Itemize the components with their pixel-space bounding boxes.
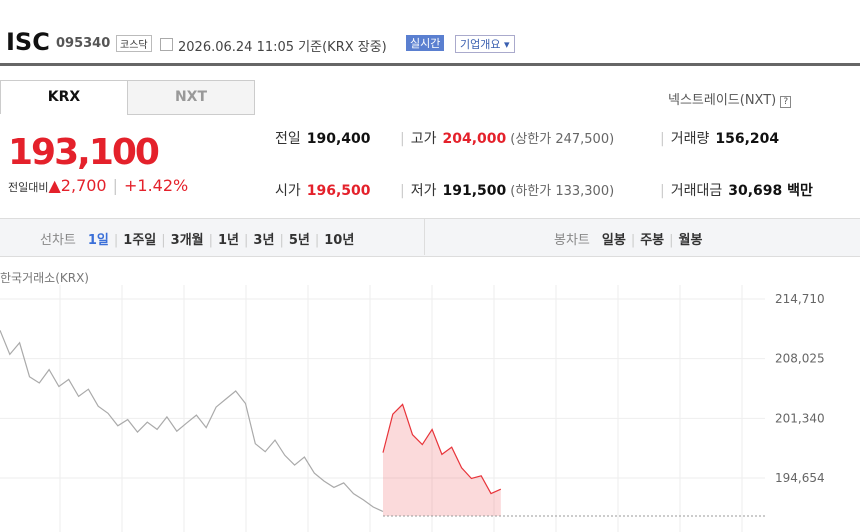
stat: 시가 196,500 — [275, 180, 371, 200]
sep: | — [400, 183, 405, 199]
sep: | — [161, 233, 166, 248]
divider — [0, 63, 860, 66]
bar-item[interactable]: 1주일 — [123, 233, 157, 248]
sep: | — [400, 131, 405, 147]
change-value: 2,700 — [60, 176, 107, 195]
stat-value: 30,698 백만 — [728, 183, 813, 199]
sep: | — [279, 233, 284, 248]
area — [383, 404, 501, 516]
stat: | 고가 204,000 (상한가 247,500) — [400, 128, 614, 148]
sep: | — [630, 233, 636, 248]
stock-name: ISC — [6, 28, 50, 56]
stat: | 거래대금 30,698 백만 — [660, 180, 813, 200]
current-price: 193,100 — [8, 132, 160, 173]
y-tick-label: 194,654 — [775, 471, 825, 485]
tab-krx[interactable]: KRX — [0, 80, 128, 114]
change-label: 전일대비 — [8, 181, 49, 194]
market: 코스닥 — [116, 35, 152, 52]
time: 2026.06.24 11:05 — [178, 40, 295, 55]
nxt-link[interactable]: 넥스트레이드(NXT) ? — [668, 89, 792, 108]
tab-nxt[interactable]: NXT — [127, 80, 255, 115]
bar-item[interactable]: 주봉 — [640, 233, 665, 248]
stat-label: 거래대금 — [670, 183, 723, 199]
sep: | — [244, 233, 249, 248]
stat-note: (상한가 247,500) — [510, 132, 615, 147]
stat: 전일 190,400 — [275, 128, 371, 148]
price-line — [0, 330, 384, 513]
bar-divider — [424, 219, 425, 255]
bar-label: 봉차트 — [554, 233, 590, 248]
realtime-button[interactable]: 실시간 — [406, 35, 445, 51]
overview-button[interactable]: 기업개요 ▾ — [455, 35, 515, 53]
bar-item[interactable]: 5년 — [288, 233, 310, 248]
bar-item[interactable]: 일봉 — [601, 233, 626, 248]
bar-item[interactable]: 3개월 — [170, 233, 204, 248]
sep: | — [208, 233, 214, 248]
nxt-text: 넥스트레이드(NXT) — [668, 93, 777, 108]
sep: | — [314, 233, 320, 248]
stat: | 저가 191,500 (하한가 133,300) — [400, 180, 614, 200]
y-tick-label: 214,710 — [775, 292, 825, 306]
sep: | — [660, 183, 665, 199]
timestamp: 2026.06.24 11:05 기준(KRX 장중) — [178, 36, 387, 55]
stat-value: 204,000 — [442, 131, 507, 147]
overview: 기업개요 — [460, 38, 501, 51]
sep: | — [113, 233, 119, 248]
bar-item[interactable]: 1일 — [87, 233, 109, 248]
period-bar — [0, 218, 860, 257]
y-tick-label: 201,340 — [775, 411, 825, 425]
bar-label: 선차트 — [40, 233, 76, 248]
change-pct: +1.42% — [124, 176, 189, 195]
stat-value: 190,400 — [306, 131, 371, 147]
stat-value: 156,204 — [715, 131, 780, 147]
bar-item[interactable]: 1년 — [218, 233, 240, 248]
stat-label: 시가 — [275, 183, 301, 199]
stat-label: 저가 — [410, 183, 437, 199]
basis: 기준(KRX 장중) — [298, 40, 387, 55]
stat-label: 거래량 — [670, 131, 710, 147]
sep: | — [660, 131, 665, 147]
stat-value: 191,500 — [442, 183, 507, 199]
icon — [160, 38, 173, 51]
stock-code: 095340 — [56, 36, 111, 51]
y-tick-label: 208,025 — [775, 352, 825, 366]
chart-source: 한국거래소(KRX) — [0, 271, 89, 285]
stat-label: 고가 — [410, 131, 437, 147]
price-line — [382, 403, 502, 495]
stat-value: 196,500 — [306, 183, 371, 199]
bar-item[interactable]: 10년 — [324, 233, 355, 248]
stat-note: (하한가 133,300) — [510, 184, 615, 199]
bar-item[interactable]: 3년 — [253, 233, 275, 248]
bar-item[interactable]: 월봉 — [678, 233, 703, 248]
sep: | — [669, 233, 674, 248]
stat: | 거래량 156,204 — [660, 128, 779, 148]
stat-label: 전일 — [275, 131, 301, 147]
change: 전일대비▲2,700 | +1.42% — [8, 176, 189, 195]
